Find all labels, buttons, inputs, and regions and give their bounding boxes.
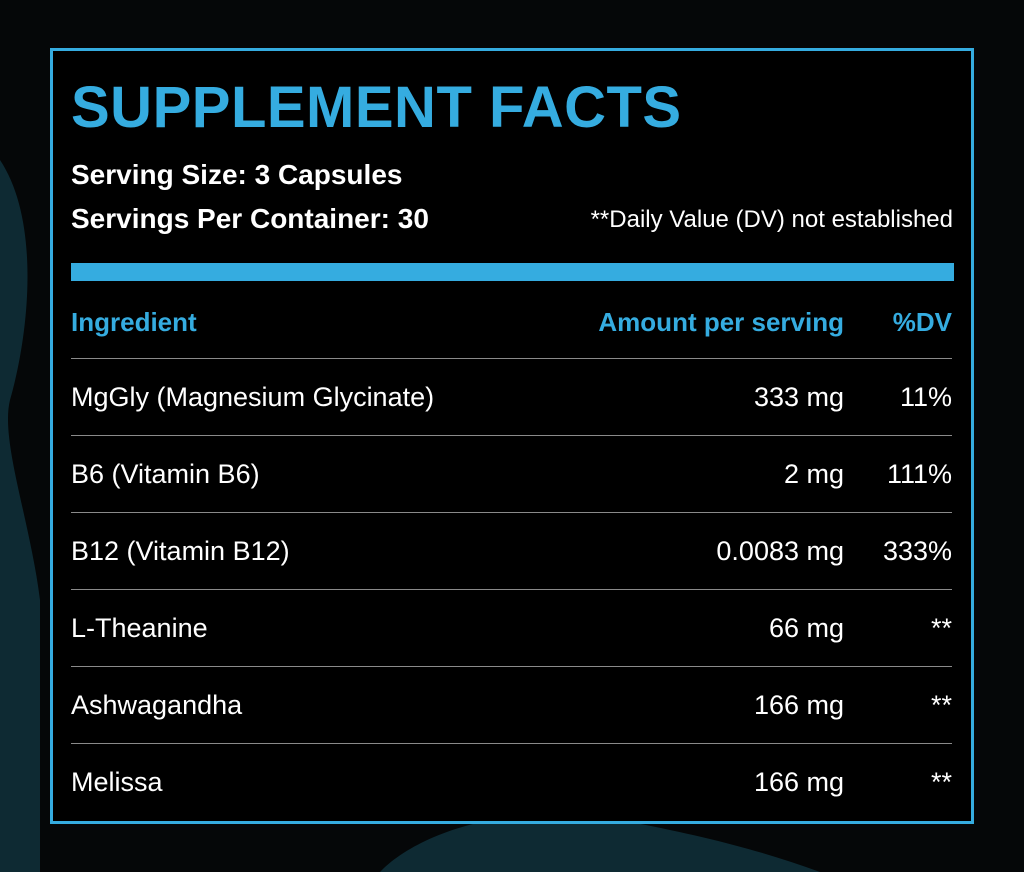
ingredient-dv: **: [930, 766, 952, 797]
ingredient-amount: 166 mg: [753, 689, 844, 720]
ingredient-name: B6 (Vitamin B6): [71, 458, 260, 489]
ingredient-amount: 2 mg: [783, 458, 844, 489]
ingredient-name: Ashwagandha: [71, 689, 243, 720]
table-row: B6 (Vitamin B6) 2 mg 111%: [71, 436, 952, 513]
header-amount: Amount per serving: [598, 306, 844, 337]
ingredient-dv: 111%: [886, 458, 952, 489]
serving-size: Serving Size: 3 Capsules: [71, 159, 403, 190]
ingredient-name: L-Theanine: [71, 612, 208, 643]
ingredient-dv: 11%: [899, 381, 952, 412]
table-row: MgGly (Magnesium Glycinate) 333 mg 11%: [71, 359, 952, 436]
table-row: L-Theanine 66 mg **: [71, 590, 952, 667]
table-row: Melissa 166 mg **: [71, 744, 952, 820]
table-header-row: Ingredient Amount per serving %DV: [71, 286, 952, 359]
page-title: SUPPLEMENT FACTS: [71, 75, 682, 140]
ingredient-amount: 166 mg: [753, 766, 844, 797]
ingredient-name: MgGly (Magnesium Glycinate): [71, 381, 435, 412]
ingredient-dv: **: [930, 689, 952, 720]
ingredient-dv: **: [930, 612, 952, 643]
ingredient-amount: 333 mg: [753, 381, 844, 412]
ingredient-name: Melissa: [71, 766, 163, 797]
table-row: B12 (Vitamin B12) 0.0083 mg 333%: [71, 513, 952, 590]
facts-table: Ingredient Amount per serving %DV MgGly …: [71, 286, 952, 820]
ingredient-dv: 333%: [882, 535, 952, 566]
header-ingredient: Ingredient: [71, 306, 197, 337]
ingredient-amount: 0.0083 mg: [716, 535, 844, 566]
ingredient-name: B12 (Vitamin B12): [71, 535, 290, 566]
header-dv: %DV: [892, 306, 952, 337]
supplement-facts-panel: SUPPLEMENT FACTS Serving Size: 3 Capsule…: [50, 48, 974, 824]
ingredient-amount: 66 mg: [768, 612, 844, 643]
servings-per-container: Servings Per Container: 30: [71, 203, 429, 234]
daily-value-note: **Daily Value (DV) not established: [590, 206, 953, 233]
table-row: Ashwagandha 166 mg **: [71, 667, 952, 744]
divider-bar: [71, 263, 954, 281]
